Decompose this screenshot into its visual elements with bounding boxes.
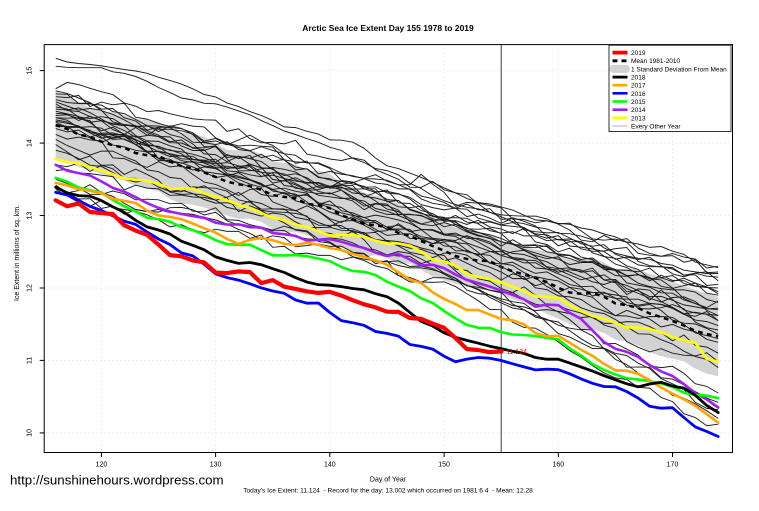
svg-text:1 Standard Deviation From Mean: 1 Standard Deviation From Mean	[631, 66, 727, 73]
svg-text:170: 170	[667, 462, 679, 469]
svg-text:2016: 2016	[631, 91, 646, 98]
svg-text:150: 150	[438, 462, 450, 469]
svg-text:14: 14	[27, 139, 34, 147]
svg-text:2015: 2015	[631, 99, 646, 106]
svg-text:Today's Ice Extent: 11.124 -: Today's Ice Extent: 11.124 - Record for …	[243, 488, 533, 495]
svg-text:Ice Extent in millions of sq.: Ice Extent in millions of sq. km.	[14, 205, 21, 301]
svg-text:2019: 2019	[631, 50, 646, 57]
svg-text:2014: 2014	[631, 107, 646, 114]
svg-text:Arctic Sea Ice Extent Day 155: Arctic Sea Ice Extent Day 155 1978 to 20…	[302, 23, 474, 33]
svg-text:160: 160	[552, 462, 564, 469]
svg-text:130: 130	[210, 462, 222, 469]
svg-text:12: 12	[27, 284, 34, 292]
svg-text:2013: 2013	[631, 115, 646, 122]
svg-text:Every Other Year: Every Other Year	[631, 124, 681, 131]
svg-text:Day of Year: Day of Year	[370, 477, 407, 484]
svg-text:11.124: 11.124	[506, 349, 527, 356]
svg-text:13: 13	[27, 212, 34, 220]
svg-text:11: 11	[27, 357, 34, 364]
svg-text:http://sunshinehours.wordpress: http://sunshinehours.wordpress.com	[10, 473, 224, 488]
svg-text:2018: 2018	[631, 75, 646, 82]
svg-text:120: 120	[96, 462, 108, 469]
svg-text:15: 15	[27, 67, 34, 75]
svg-text:2017: 2017	[631, 83, 646, 90]
svg-text:Mean 1981-2010: Mean 1981-2010	[631, 58, 681, 65]
svg-text:140: 140	[324, 462, 336, 469]
svg-text:10: 10	[27, 429, 34, 437]
